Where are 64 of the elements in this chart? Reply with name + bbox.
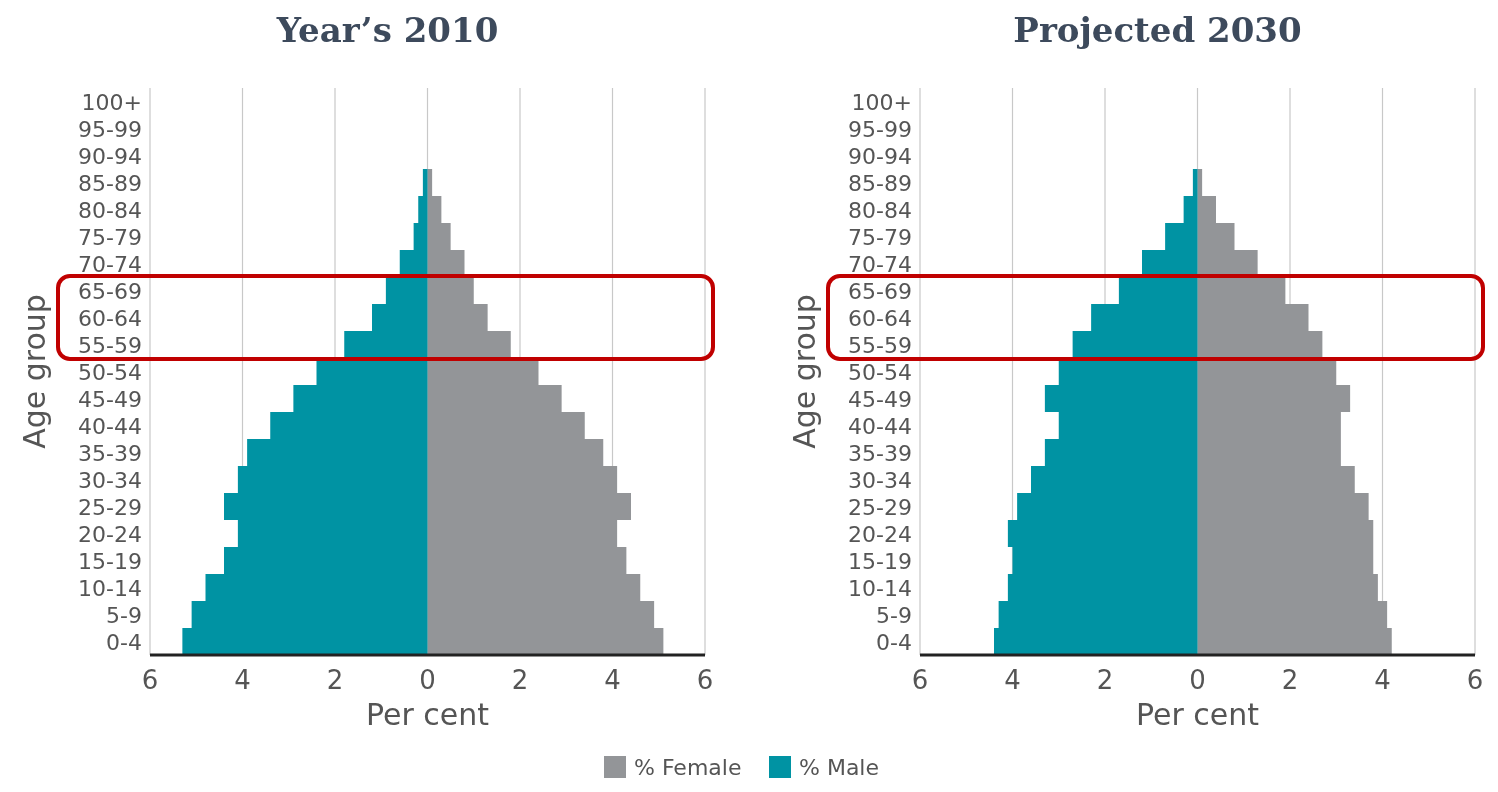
x-tick-label: 6 [141,665,159,695]
x-tick-label: 0 [419,665,436,695]
y-tick-label: 60-64 [78,305,142,331]
y-tick-label: 15-19 [78,548,142,574]
y-tick-label: 85-89 [78,170,142,196]
chart-title: Year’s 2010 [275,10,499,50]
y-tick-label: 95-99 [848,116,912,142]
y-axis-title: Age group [787,294,822,449]
legend-label: % Male [799,755,880,780]
y-tick-label: 100+ [851,89,912,115]
x-tick-label: 4 [604,665,621,695]
y-tick-label: 30-34 [848,467,912,493]
y-tick-label: 45-49 [848,386,912,412]
y-tick-label: 40-44 [848,413,912,439]
x-tick-label: 6 [1466,665,1484,695]
y-tick-label: 5-9 [106,602,142,628]
y-tick-label: 60-64 [848,305,912,331]
y-tick-label: 70-74 [78,251,142,277]
y-tick-label: 35-39 [848,440,912,466]
y-tick-label: 65-69 [848,278,912,304]
x-tick-label: 0 [1189,665,1206,695]
x-tick-label: 2 [1096,665,1114,695]
y-axis-title: Age group [17,294,52,449]
y-tick-label: 50-54 [848,359,912,385]
y-tick-label: 10-14 [848,575,912,601]
x-tick-label: 4 [234,665,251,695]
y-tick-label: 80-84 [78,197,142,223]
y-tick-label: 20-24 [848,521,912,547]
y-tick-label: 20-24 [78,521,142,547]
x-tick-label: 2 [326,665,344,695]
x-tick-label: 2 [511,665,529,695]
y-tick-label: 75-79 [848,224,912,250]
y-tick-label: 0-4 [876,629,912,655]
y-tick-label: 15-19 [848,548,912,574]
y-tick-label: 5-9 [876,602,912,628]
x-tick-label: 4 [1374,665,1391,695]
y-tick-label: 90-94 [78,143,142,169]
y-tick-label: 95-99 [78,116,142,142]
y-tick-label: 75-79 [78,224,142,250]
y-tick-label: 55-59 [848,332,912,358]
legend-label: % Female [634,755,742,780]
y-tick-label: 25-29 [78,494,142,520]
y-tick-label: 25-29 [848,494,912,520]
y-tick-label: 30-34 [78,467,142,493]
x-tick-label: 4 [1004,665,1021,695]
y-tick-label: 40-44 [78,413,142,439]
x-axis-title: Per cent [365,697,490,732]
y-tick-label: 65-69 [78,278,142,304]
y-tick-label: 85-89 [848,170,912,196]
y-tick-label: 0-4 [106,629,142,655]
y-tick-label: 45-49 [78,386,142,412]
y-tick-label: 55-59 [78,332,142,358]
x-tick-label: 2 [1281,665,1299,695]
x-tick-label: 6 [696,665,714,695]
y-tick-label: 100+ [81,89,142,115]
x-tick-label: 6 [911,665,929,695]
y-tick-label: 50-54 [78,359,142,385]
y-tick-label: 80-84 [848,197,912,223]
x-axis-title: Per cent [1135,697,1260,732]
y-tick-label: 10-14 [78,575,142,601]
y-tick-label: 35-39 [78,440,142,466]
y-tick-label: 70-74 [848,251,912,277]
y-tick-label: 90-94 [848,143,912,169]
chart-title: Projected 2030 [1013,10,1302,50]
